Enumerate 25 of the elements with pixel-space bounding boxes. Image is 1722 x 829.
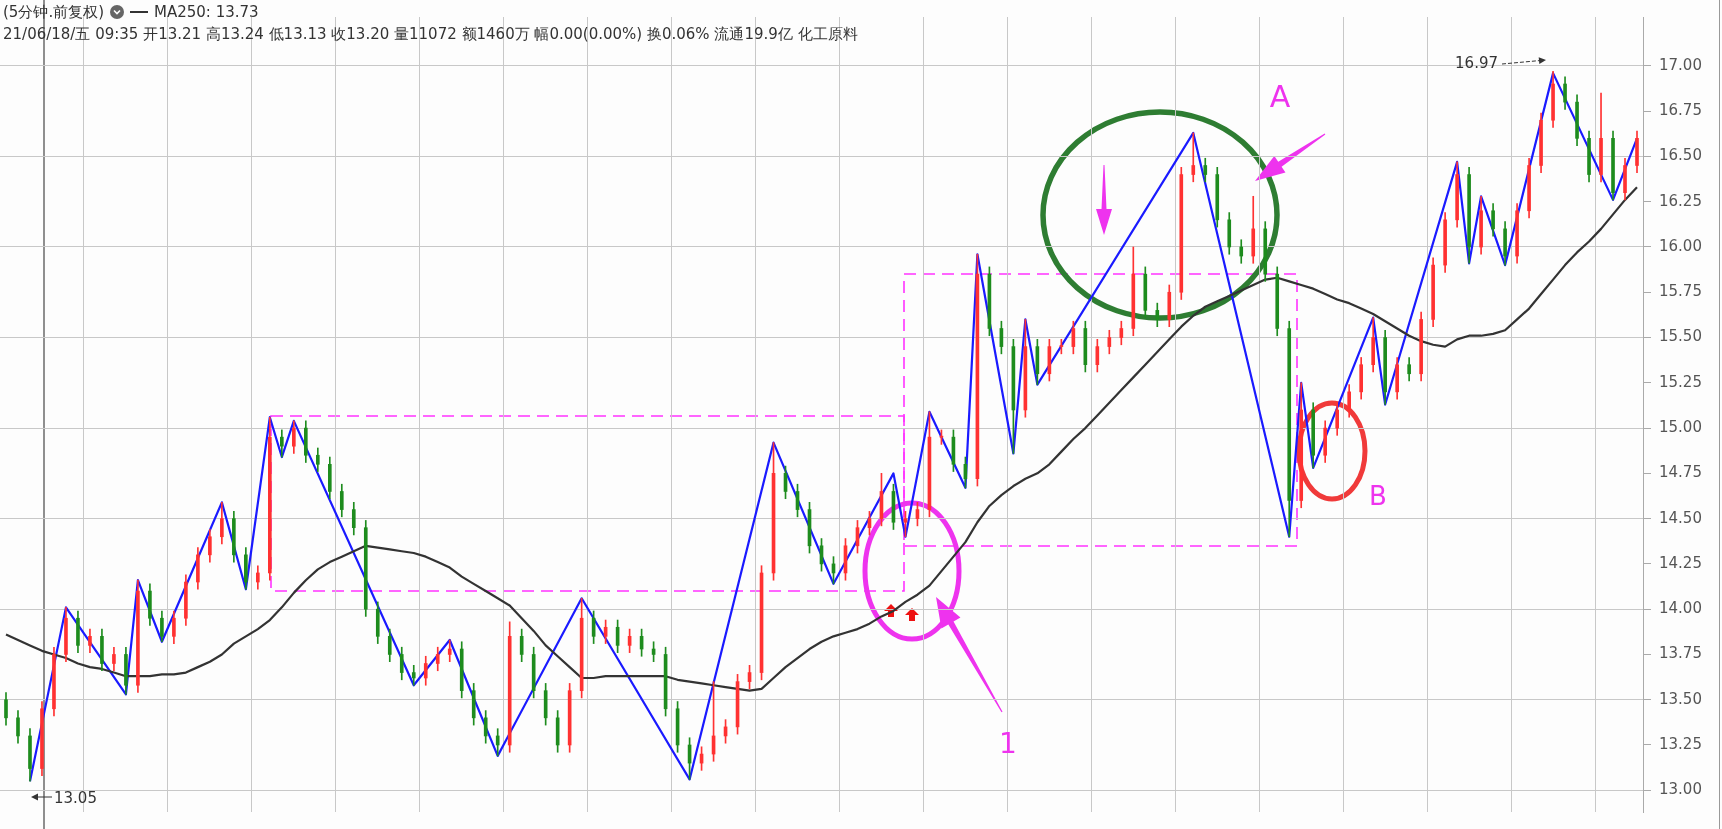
y-tick-label: 13.25 (1659, 734, 1702, 753)
y-tick-label: 13.50 (1659, 689, 1702, 708)
annotation: B (1369, 481, 1387, 511)
y-tick-label: 16.00 (1659, 236, 1702, 255)
y-tick-label: 14.25 (1659, 553, 1702, 572)
annotation: 13.05 (54, 789, 97, 807)
annotation: 16.97 (1455, 54, 1498, 72)
y-tick-label: 15.50 (1659, 327, 1702, 346)
chart-title: (5分钟.前复权) (3, 2, 105, 23)
y-tick-label: 16.50 (1659, 146, 1702, 165)
y-tick-label: 14.00 (1659, 599, 1702, 618)
text: 21/06/18/五 09:35 开13.21 高13.24 低13.13 收13.20 量11072 额1460万 幅0.00(0.00%) 换0.06% 流通19.9亿 化工原料 (3, 24, 858, 45)
y-tick-label: 15.25 (1659, 372, 1702, 391)
y-tick-label: 16.75 (1659, 101, 1702, 120)
y-tick-label: 16.25 (1659, 191, 1702, 210)
annotation: A (1269, 79, 1291, 114)
annotation: 1 (999, 727, 1017, 760)
y-tick-label: 17.00 (1659, 55, 1702, 74)
y-tick-label: 13.75 (1659, 644, 1702, 663)
y-tick-label: 15.75 (1659, 282, 1702, 301)
y-tick-label: 14.75 (1659, 463, 1702, 482)
y-tick-label: 15.00 (1659, 417, 1702, 436)
legend-label: MA250: 13.73 (154, 2, 259, 23)
y-tick-label: 14.50 (1659, 508, 1702, 527)
y-tick-label: 13.00 (1659, 780, 1702, 799)
